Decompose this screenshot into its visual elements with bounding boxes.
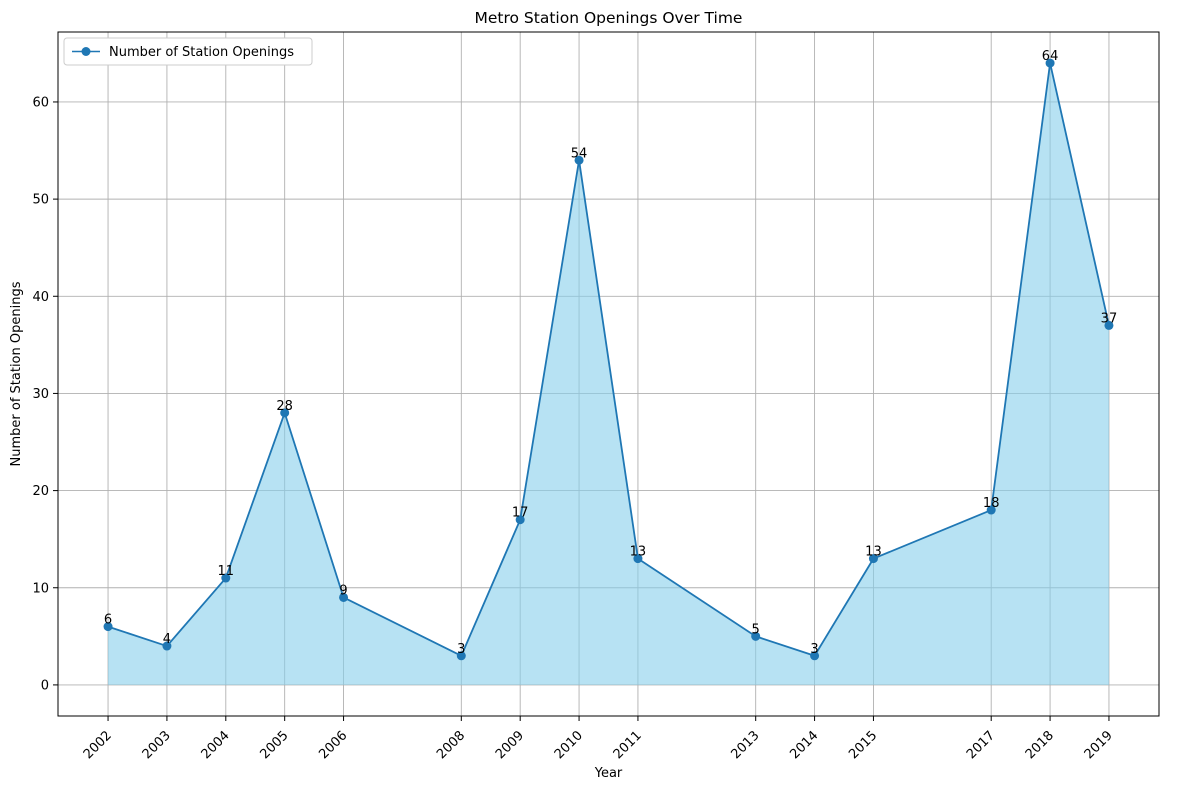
- y-tick-label: 50: [32, 193, 49, 208]
- data-label: 4: [163, 632, 171, 647]
- series-line-segment: [990, 62, 1051, 511]
- legend-label: Number of Station Openings: [109, 45, 294, 60]
- series-line-segment: [754, 635, 816, 657]
- data-label: 18: [983, 496, 1000, 511]
- y-tick-label: 40: [32, 290, 49, 305]
- marker-layer: [103, 58, 1114, 661]
- series-line-segment: [283, 411, 345, 599]
- legend-box: [63, 37, 313, 66]
- data-point-marker: [221, 573, 231, 583]
- y-axis-label: Number of Station Openings: [9, 281, 24, 466]
- data-label: 6: [104, 613, 112, 628]
- x-axis-label: Year: [594, 766, 623, 781]
- series-line-segment: [166, 577, 227, 647]
- y-tick-label: 20: [32, 484, 49, 499]
- series-line-segment: [107, 625, 168, 647]
- series-line-segment: [519, 159, 580, 521]
- data-label: 37: [1101, 311, 1118, 326]
- data-label: 28: [276, 399, 293, 414]
- data-point-marker: [810, 651, 820, 661]
- data-point-marker: [103, 622, 113, 632]
- line-layer: [107, 62, 1110, 657]
- data-label: 5: [752, 622, 760, 637]
- series-line-segment: [224, 411, 286, 579]
- data-label: 64: [1042, 49, 1059, 64]
- series-line-segment: [1049, 62, 1110, 327]
- chart-title: Metro Station Openings Over Time: [475, 9, 743, 27]
- data-label: 3: [810, 642, 818, 657]
- data-point-marker: [986, 505, 996, 515]
- data-point-marker: [1104, 320, 1114, 330]
- data-point-marker: [574, 155, 584, 165]
- y-tick-label: 60: [32, 95, 49, 110]
- data-point-marker: [868, 554, 878, 564]
- data-label: 9: [339, 583, 347, 598]
- data-point-marker: [515, 515, 525, 525]
- series-line-segment: [872, 509, 993, 560]
- axes-layer: [57, 31, 1160, 717]
- data-label: 13: [630, 545, 647, 560]
- area-layer: [108, 63, 1109, 685]
- data-label: 13: [865, 545, 882, 560]
- y-tick-label: 0: [41, 678, 49, 693]
- data-point-marker: [633, 554, 643, 564]
- data-point-marker: [162, 641, 172, 651]
- y-tick-label: 10: [32, 581, 49, 596]
- legend-marker-swatch: [81, 47, 91, 56]
- data-point-marker: [339, 592, 349, 602]
- series-line-segment: [460, 518, 522, 657]
- series-line-segment: [578, 159, 639, 560]
- data-label: 54: [571, 146, 588, 161]
- data-label: 17: [512, 506, 529, 521]
- data-point-marker: [280, 408, 290, 418]
- y-tick-label: 30: [32, 387, 49, 402]
- data-point-marker: [751, 631, 761, 641]
- data-point-marker: [1045, 58, 1055, 68]
- series-line-segment: [813, 557, 875, 657]
- data-label: 3: [457, 642, 465, 657]
- series-line-segment: [342, 596, 463, 657]
- data-point-marker: [456, 651, 466, 661]
- area-fill: [108, 63, 1109, 685]
- data-label: 11: [218, 564, 235, 579]
- legend: Number of Station Openings: [63, 37, 313, 66]
- series-line-segment: [637, 557, 757, 638]
- plot-frame: [57, 31, 1160, 717]
